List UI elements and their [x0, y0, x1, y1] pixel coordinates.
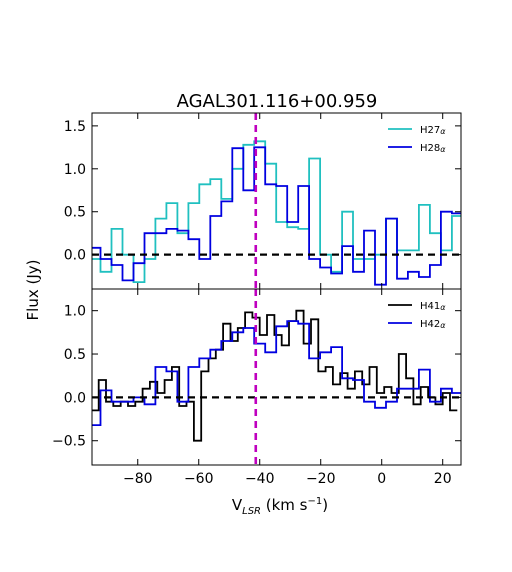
legend-label-main: H41 [420, 301, 440, 312]
legend-label-sub: α [440, 303, 446, 312]
x-tick-label: −60 [184, 471, 214, 487]
x-tick-labels: −80 −60 −40 −20 0 20 [123, 471, 452, 487]
panel-frame [91, 288, 462, 466]
legend-label: H42α [420, 319, 446, 330]
y-tick-label: 1.0 [64, 162, 86, 178]
legend-label-sub: α [440, 127, 446, 136]
y-tick-label: 0.5 [64, 205, 86, 221]
y-tick-label: 0.0 [64, 390, 86, 406]
y-tick-label: 0.5 [64, 347, 86, 363]
y-tick-label: 1.0 [64, 304, 86, 320]
legend-label-main: H28 [420, 143, 440, 154]
x-axis-title-main: V [232, 496, 243, 514]
legend-label: H41α [420, 301, 446, 312]
legend-label-sub: α [440, 145, 446, 154]
y-tick-label: −0.5 [52, 434, 86, 450]
series-line-h27 [92, 140, 461, 283]
x-tick-label: 0 [377, 471, 386, 487]
x-axis-title-sub: LSR [242, 506, 261, 517]
legend-label-sub: α [440, 321, 446, 330]
legend-label: H27α [420, 125, 446, 136]
x-tick-label: −20 [306, 471, 336, 487]
x-tick-label: −80 [123, 471, 153, 487]
y-tick-label: 0.0 [64, 248, 86, 264]
x-axis-title: VLSR (km s−1) [232, 496, 328, 517]
plot-area [92, 113, 461, 289]
x-tick-label: 20 [434, 471, 452, 487]
chart-title: AGAL301.116+00.959 [177, 91, 378, 112]
series-line-h41 [92, 309, 458, 442]
x-axis-title-rest: (km s [261, 496, 308, 514]
legend-label: H28α [420, 143, 446, 154]
legend-label-main: H27 [420, 125, 440, 136]
series-line-h42 [92, 320, 461, 426]
series-line-h28 [92, 146, 461, 286]
plot-area [92, 289, 461, 465]
legend-label-main: H42 [420, 319, 440, 330]
x-axis-title-sup: −1 [308, 496, 323, 507]
y-axis-title: Flux (Jy) [24, 260, 42, 321]
x-tick-label: −40 [245, 471, 275, 487]
y-tick-label: 1.5 [64, 119, 86, 135]
x-axis-title-close: ) [322, 496, 328, 514]
